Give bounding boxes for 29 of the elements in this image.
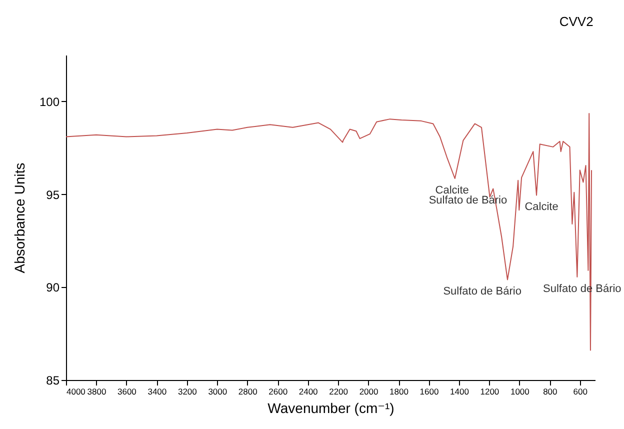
annotation: Sulfato de Bário bbox=[443, 286, 522, 298]
x-tick-label: 3400 bbox=[148, 386, 167, 396]
x-tick-label: 2400 bbox=[298, 386, 318, 396]
x-tick-label: 3800 bbox=[87, 386, 106, 396]
x-tick-label: 1400 bbox=[450, 386, 470, 396]
x-tick-label: 3200 bbox=[178, 386, 198, 396]
x-tick-label: 3000 bbox=[208, 386, 228, 396]
chart-title: CVV2 bbox=[559, 14, 594, 29]
y-tick-label: 100 bbox=[39, 94, 60, 109]
x-tick-label: 1000 bbox=[510, 386, 530, 396]
y-tick-label: 90 bbox=[46, 280, 60, 295]
x-tick-label: 3600 bbox=[117, 386, 137, 396]
x-tick-label: 2000 bbox=[359, 386, 379, 396]
y-axis-title: Absorbance Units bbox=[11, 162, 28, 274]
x-axis-title: Wavenumber (cm⁻¹) bbox=[268, 400, 394, 416]
x-tick-label: 1200 bbox=[480, 386, 500, 396]
annotation: Calcite bbox=[524, 201, 558, 214]
x-tick-label: 1800 bbox=[390, 386, 409, 396]
x-tick-label: 800 bbox=[543, 386, 558, 396]
line-series bbox=[66, 113, 592, 351]
x-tick-label: 2200 bbox=[329, 386, 348, 396]
x-tick-label: 4000 bbox=[66, 386, 86, 396]
x-tick-label: 600 bbox=[573, 386, 588, 396]
y-tick-label: 85 bbox=[46, 374, 60, 388]
x-tick-label: 2800 bbox=[238, 386, 258, 396]
x-tick-label: 1600 bbox=[420, 386, 439, 396]
y-tick-label: 95 bbox=[46, 188, 60, 202]
annotation: Calcite bbox=[435, 184, 469, 196]
x-tick-label: 2600 bbox=[268, 386, 288, 396]
